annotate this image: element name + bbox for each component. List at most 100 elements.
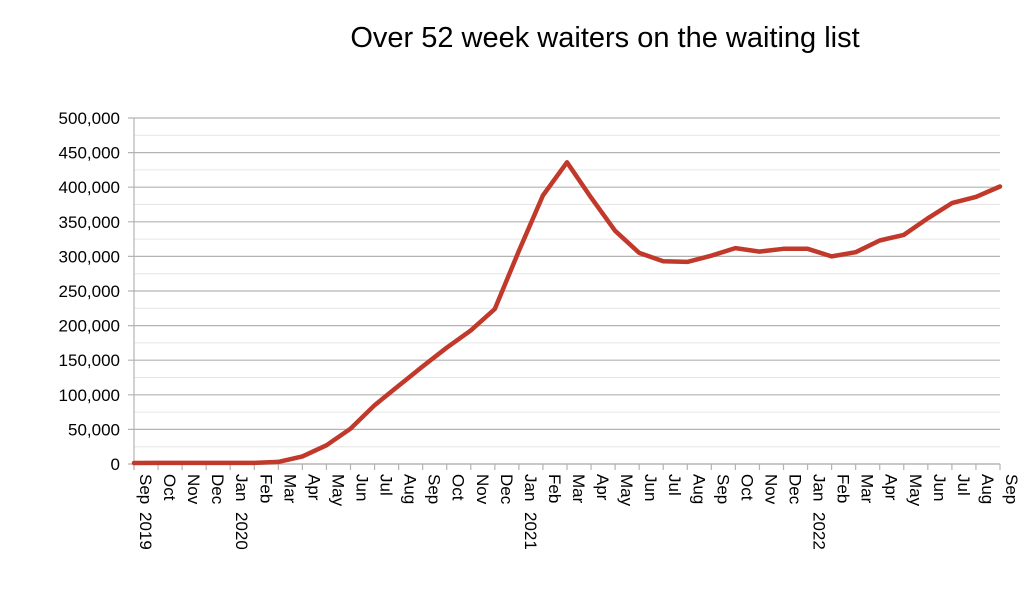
data-point [421, 364, 425, 368]
chart-title: Over 52 week waiters on the waiting list [350, 22, 860, 54]
data-point [830, 254, 834, 258]
x-tick-month: Jan [232, 474, 251, 501]
data-point [806, 247, 810, 251]
data-point [661, 259, 665, 263]
x-tick-year: 2021 [521, 512, 540, 550]
x-tick-year: 2019 [136, 512, 155, 550]
x-tick-label: Jun [353, 474, 372, 501]
axes [133, 118, 1001, 470]
x-tick-label: Jul [377, 474, 396, 496]
y-tick-label: 500,000 [59, 109, 120, 128]
data-point [228, 461, 232, 465]
x-tick-label: Oct [160, 474, 179, 501]
data-point [204, 461, 208, 465]
x-tick-label: Apr [304, 474, 323, 501]
data-point [300, 454, 304, 458]
series-line [131, 160, 1003, 466]
data-point [180, 461, 184, 465]
x-tick-label: Nov [473, 474, 492, 505]
x-tick-label: Jul [665, 474, 684, 496]
data-point [156, 461, 160, 465]
x-tick-label: Sep [1002, 474, 1021, 504]
x-tick-label: Dec [208, 474, 227, 505]
x-tick-month: Jan [521, 474, 540, 501]
data-point [324, 443, 328, 447]
x-tick-month: Sep [136, 474, 155, 504]
y-axis-tick-labels: 0 50,000 100,000 150,000 200,000 250,000 300,0… [59, 109, 120, 474]
y-tick-label: 0 [111, 455, 120, 474]
y-tick-label: 300,000 [59, 247, 120, 266]
data-point [902, 233, 906, 237]
x-tick-label: Nov [761, 474, 780, 505]
data-point [469, 328, 473, 332]
data-point [517, 249, 521, 253]
data-point [373, 403, 377, 407]
data-point [493, 307, 497, 311]
data-point [782, 247, 785, 251]
data-point [397, 384, 401, 388]
x-tick-label: Mar [858, 474, 877, 504]
x-tick-label: Jun [930, 474, 949, 501]
x-tick-label: May [617, 474, 636, 507]
data-point [541, 194, 545, 198]
x-tick-label: Aug [689, 474, 708, 504]
x-tick-label: Oct [737, 474, 756, 501]
data-point [613, 229, 617, 233]
x-tick-label: Jun [641, 474, 660, 501]
data-point [276, 460, 280, 464]
x-tick-label: Jan 2021 [521, 474, 540, 550]
data-point [950, 201, 954, 205]
x-tick-label: Dec [497, 474, 516, 505]
y-tick-label: 100,000 [59, 386, 120, 405]
data-point [685, 260, 689, 264]
data-point [974, 195, 978, 199]
data-point [637, 251, 641, 255]
x-tick-label: Jul [954, 474, 973, 496]
x-tick-year: 2022 [810, 512, 829, 550]
x-tick-label: Sep [713, 474, 732, 504]
data-point [709, 254, 713, 258]
data-point [132, 461, 136, 465]
x-tick-label: Aug [978, 474, 997, 504]
data-point [757, 250, 761, 254]
x-tick-label: Dec [786, 474, 805, 505]
x-tick-label: May [328, 474, 347, 507]
data-series [131, 160, 1003, 466]
x-tick-label: Jan 2020 [232, 474, 251, 550]
x-tick-label: Feb [256, 474, 275, 503]
data-point [565, 160, 569, 164]
y-tick-label: 250,000 [59, 282, 120, 301]
x-tick-label: Apr [593, 474, 612, 501]
x-tick-label: Jan 2022 [810, 474, 829, 550]
x-axis-tick-labels: Sep 2019 Oct Nov Dec Jan 2020 Feb Mar Apr May Jun Ju… [136, 474, 1021, 550]
data-point [445, 346, 449, 350]
x-tick-label: Feb [545, 474, 564, 503]
data-point [733, 246, 737, 250]
data-point [998, 185, 1002, 189]
data-point [349, 427, 352, 431]
x-tick-label: Mar [280, 474, 299, 504]
data-point [854, 250, 858, 254]
x-tick-label: May [906, 474, 925, 507]
y-tick-label: 50,000 [68, 420, 120, 439]
x-tick-label: Aug [401, 474, 420, 504]
x-tick-month: Jan [810, 474, 829, 501]
y-tick-label: 400,000 [59, 178, 120, 197]
x-tick-year: 2020 [232, 512, 251, 550]
x-tick-label: Mar [569, 474, 588, 504]
data-point [252, 461, 256, 465]
x-tick-label: Sep [425, 474, 444, 504]
x-tick-label: Sep 2019 [136, 474, 155, 550]
x-tick-label: Nov [184, 474, 203, 505]
data-point [878, 238, 882, 242]
x-tick-label: Apr [882, 474, 901, 501]
y-tick-label: 150,000 [59, 351, 120, 370]
x-tick-label: Oct [449, 474, 468, 501]
data-point [926, 216, 930, 220]
x-tick-label: Feb [834, 474, 853, 503]
data-point [589, 196, 593, 200]
y-tick-label: 200,000 [59, 317, 120, 336]
y-tick-label: 450,000 [59, 144, 120, 163]
y-tick-label: 350,000 [59, 213, 120, 232]
